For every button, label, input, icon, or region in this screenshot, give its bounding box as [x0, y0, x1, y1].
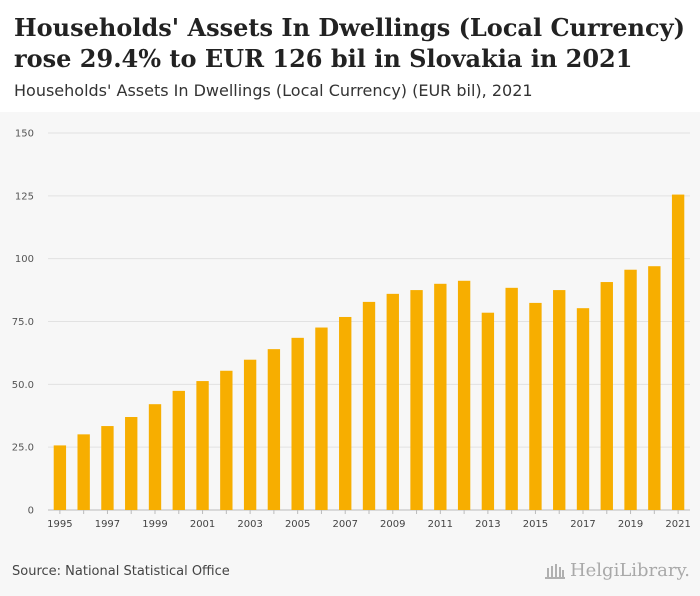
bar-1995: [53, 445, 67, 510]
x-tick-label: 2005: [285, 519, 310, 530]
bar-1997: [101, 426, 114, 510]
x-tick-label: 2019: [618, 519, 643, 530]
bar-2001: [196, 381, 209, 510]
bar-2021: [671, 194, 685, 510]
x-tick-label: 2007: [332, 519, 357, 530]
x-tick-label: 1999: [142, 519, 167, 530]
bar-1996: [77, 434, 90, 510]
x-tick-label: 2001: [190, 519, 215, 530]
y-tick-label: 100: [15, 254, 34, 265]
bar-2006: [315, 327, 328, 510]
chart-header: Households' Assets In Dwellings (Local C…: [0, 0, 700, 112]
bar-2008: [362, 301, 376, 510]
bar-2003: [243, 359, 257, 510]
x-tick-label: 1995: [47, 519, 72, 530]
bar-2013: [481, 312, 495, 510]
bar-2007: [339, 316, 352, 510]
bar-2014: [505, 287, 518, 510]
bar-2009: [386, 293, 399, 510]
bar-2012: [457, 280, 471, 510]
x-tick-label: 2013: [475, 519, 500, 530]
brand-name: HelgiLibrary.: [569, 560, 690, 581]
library-icon: [544, 563, 565, 579]
bar-2018: [600, 282, 613, 510]
bar-chart: 0 25.0 50.0 75.0 100 125 150 1995 1997 1999 2001 20…: [12, 129, 691, 531]
x-tick-label: 2015: [523, 519, 548, 530]
y-tick-label: 50.0: [12, 380, 34, 391]
x-tick-label: 2021: [665, 519, 690, 530]
x-tick-label: 2017: [570, 519, 595, 530]
bar-2019: [624, 269, 637, 510]
bar-2005: [291, 337, 304, 510]
x-tick-label: 2009: [380, 519, 405, 530]
y-tick-label: 0: [28, 506, 34, 517]
y-tick-label: 75.0: [12, 317, 34, 328]
bar-2011: [434, 283, 447, 510]
source-note: Source: National Statistical Office: [12, 564, 230, 579]
bar-1999: [148, 404, 162, 510]
chart-subtitle: Households' Assets In Dwellings (Local C…: [14, 81, 533, 100]
x-tick-label: 2011: [428, 519, 453, 530]
bar-1998: [125, 417, 138, 510]
chart-title-line-2: rose 29.4% to EUR 126 bil in Slovakia in…: [14, 44, 633, 73]
brand-logo: HelgiLibrary.: [544, 560, 690, 581]
y-tick-label: 125: [15, 191, 34, 202]
chart-panel: 0 25.0 50.0 75.0 100 125 150 1995 1997 1999 2001 20…: [0, 112, 700, 596]
bar-2010: [410, 290, 423, 510]
bar-2002: [220, 370, 233, 510]
chart-title: Households' Assets In Dwellings (Local C…: [14, 12, 694, 74]
bar-2017: [576, 308, 590, 510]
x-tick-label: 2003: [237, 519, 262, 530]
x-tick-label: 1997: [95, 519, 120, 530]
bar-2015: [529, 302, 542, 510]
y-tick-label: 150: [15, 129, 34, 140]
chart-title-line-1: Households' Assets In Dwellings (Local C…: [14, 13, 685, 42]
bar-2004: [267, 349, 281, 510]
y-tick-label: 25.0: [12, 443, 34, 454]
bar-2020: [648, 266, 661, 510]
bar-2000: [172, 390, 185, 510]
bar-2016: [553, 290, 566, 510]
